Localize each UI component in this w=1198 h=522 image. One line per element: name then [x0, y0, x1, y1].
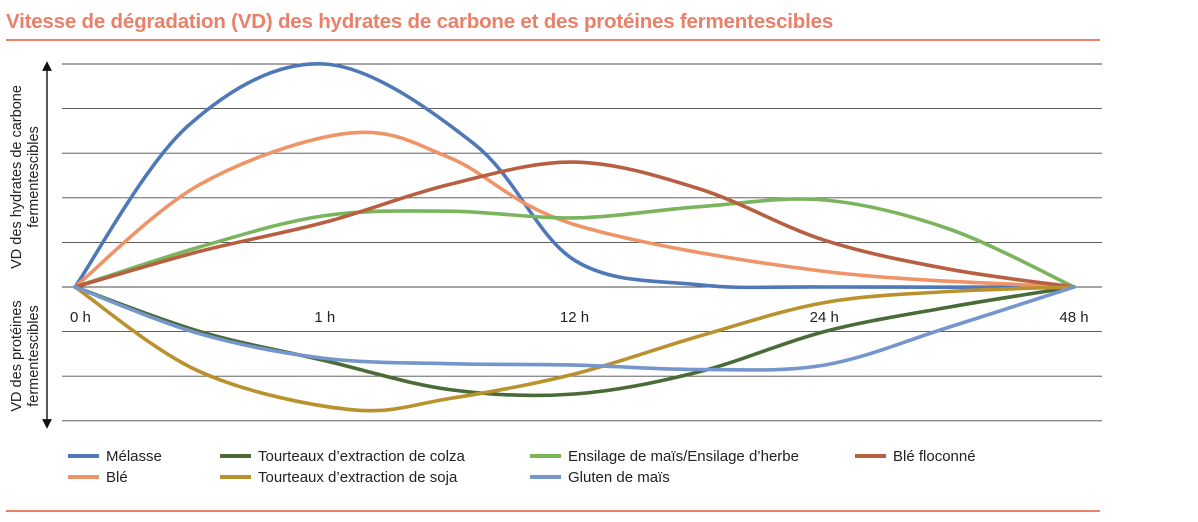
legend: Mélasse Blé Tourteaux d’extraction de colz…	[68, 448, 976, 486]
y-axis-labels: VD des hydrates de carbone fermentescible…	[9, 85, 42, 412]
y-axis-label-line: fermentescibles	[26, 305, 42, 407]
title-underline	[6, 39, 1100, 41]
legend-item: Blé floconné	[855, 448, 976, 465]
x-tick-label: 1 h	[314, 309, 335, 326]
x-tick-label: 24 h	[810, 309, 839, 326]
legend-label: Blé	[106, 469, 128, 486]
legend-item: Ensilage de maïs/Ensilage d’herbe	[530, 448, 799, 465]
legend-item: Gluten de maïs	[530, 469, 670, 486]
series-line-0	[73, 62, 1076, 290]
legend-item: Blé	[68, 469, 128, 486]
series-line-3	[73, 160, 1076, 289]
legend-label: Mélasse	[106, 448, 162, 465]
series-lines	[73, 62, 1076, 413]
legend-label: Tourteaux d’extraction de soja	[258, 469, 458, 486]
legend-item: Mélasse	[68, 448, 162, 465]
x-tick-labels: 0 h 1 h 12 h 24 h 48 h	[70, 309, 1089, 326]
x-tick-label: 48 h	[1059, 309, 1088, 326]
x-tick-label: 12 h	[560, 309, 589, 326]
y-axis-label-line: fermentescibles	[26, 126, 42, 228]
legend-item: Tourteaux d’extraction de colza	[220, 448, 465, 465]
series-line-6	[73, 285, 1076, 372]
x-tick-label: 0 h	[70, 309, 91, 326]
legend-item: Tourteaux d’extraction de soja	[220, 469, 458, 486]
bottom-rule	[6, 510, 1100, 512]
series-line-1	[73, 130, 1076, 289]
series-line-4	[73, 285, 1076, 398]
legend-label: Tourteaux d’extraction de colza	[258, 448, 465, 465]
legend-label: Gluten de maïs	[568, 469, 670, 486]
legend-label: Ensilage de maïs/Ensilage d’herbe	[568, 448, 799, 465]
y-axis-label-line: VD des protéines	[9, 300, 25, 411]
chart-title: Vitesse de dégradation (VD) des hydrates…	[6, 10, 834, 33]
legend-label: Blé floconné	[893, 448, 976, 465]
series-line-5	[73, 285, 1076, 413]
series-line-2	[73, 197, 1076, 289]
y-axis-label-line: VD des hydrates de carbone	[9, 85, 25, 269]
